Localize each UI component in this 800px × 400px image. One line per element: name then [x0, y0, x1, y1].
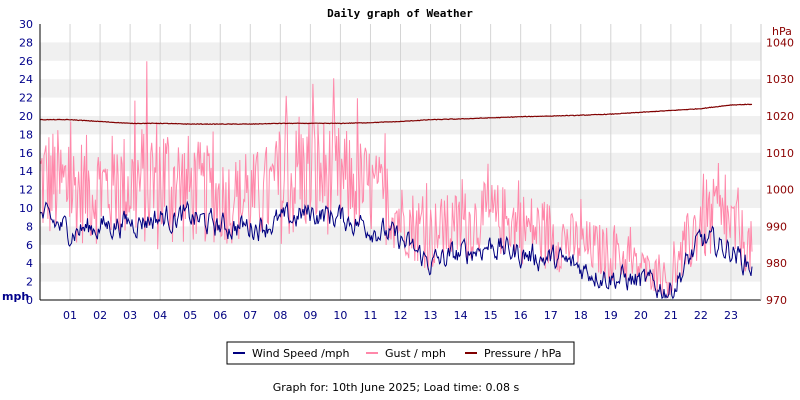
x-tick-label: 05: [183, 309, 197, 322]
y-right-tick-label: 1000: [766, 184, 794, 197]
chart-title: Daily graph of Weather: [327, 7, 473, 20]
x-tick-label: 11: [363, 309, 377, 322]
plot-grid: [69, 24, 732, 300]
x-tick-label: 10: [333, 309, 347, 322]
y-left-tick-label: 30: [19, 18, 33, 31]
y-right-unit: hPa: [772, 25, 792, 38]
x-tick-label: 03: [123, 309, 137, 322]
y-right-tick-label: 1020: [766, 110, 794, 123]
series-line-gust: [39, 61, 753, 299]
legend-label-gust: Gust / mph: [385, 347, 446, 360]
x-tick-label: 09: [303, 309, 317, 322]
x-tick-label: 23: [724, 309, 738, 322]
legend-label-pressure: Pressure / hPa: [484, 347, 562, 360]
series-line-pressure: [39, 103, 753, 126]
x-tick-label: 18: [574, 309, 588, 322]
y-left-tick-label: 8: [26, 220, 33, 233]
y-left-tick-label: 10: [19, 202, 33, 215]
series-layer: [39, 61, 753, 300]
y-left-unit: mph: [2, 290, 29, 303]
y-right-tick-label: 970: [766, 294, 787, 307]
y-right-tick-label: 1040: [766, 36, 794, 49]
y-right-tick-label: 1030: [766, 73, 794, 86]
y-right-tick-label: 990: [766, 220, 787, 233]
footer-text: Graph for: 10th June 2025; Load time: 0.…: [273, 381, 520, 394]
x-tick-label: 14: [454, 309, 468, 322]
y-left-tick-label: 12: [19, 184, 33, 197]
x-tick-label: 13: [424, 309, 438, 322]
y-left-tick-label: 18: [19, 128, 33, 141]
x-tick-label: 16: [514, 309, 528, 322]
y-right-tick-label: 1010: [766, 147, 794, 160]
x-tick-label: 01: [63, 309, 77, 322]
x-tick-label: 07: [243, 309, 257, 322]
x-tick-label: 22: [694, 309, 708, 322]
y-left-tick-label: 26: [19, 55, 33, 68]
x-tick-label: 08: [273, 309, 287, 322]
x-tick-label: 21: [664, 309, 678, 322]
y-left-tick-label: 16: [19, 147, 33, 160]
y-left-tick-label: 4: [26, 257, 33, 270]
series-line-wind: [39, 200, 753, 300]
x-tick-label: 02: [93, 309, 107, 322]
y-left-tick-label: 28: [19, 36, 33, 49]
y-left-tick-label: 6: [26, 239, 33, 252]
x-tick-label: 15: [484, 309, 498, 322]
x-tick-label: 20: [634, 309, 648, 322]
x-tick-label: 17: [544, 309, 558, 322]
y-right-tick-label: 980: [766, 257, 787, 270]
legend: Wind Speed /mph Gust / mph Pressure / hP…: [226, 341, 575, 365]
x-tick-label: 19: [604, 309, 618, 322]
x-tick-label: 04: [153, 309, 167, 322]
legend-label-wind: Wind Speed /mph: [252, 347, 350, 360]
y-left-tick-label: 2: [26, 276, 33, 289]
y-left-tick-label: 24: [19, 73, 33, 86]
legend-box: [226, 341, 575, 365]
y-left-tick-label: 14: [19, 165, 33, 178]
x-tick-label: 12: [394, 309, 408, 322]
y-left-tick-label: 0: [26, 294, 33, 307]
x-tick-label: 06: [213, 309, 227, 322]
y-left-tick-label: 22: [19, 92, 33, 105]
y-left-tick-label: 20: [19, 110, 33, 123]
